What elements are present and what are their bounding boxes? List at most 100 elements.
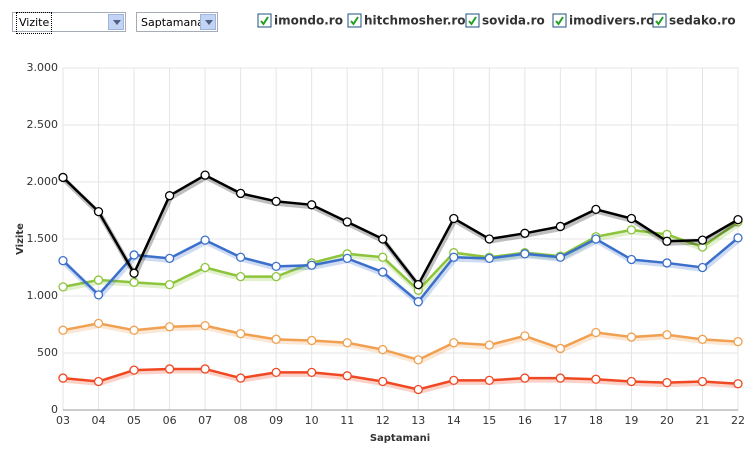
marker [58,256,68,266]
marker [626,213,637,224]
x-tick-label: 17 [553,414,567,427]
marker [58,373,68,383]
marker [733,214,743,225]
marker [697,242,708,252]
marker [520,248,530,258]
marker [555,252,566,262]
marker [449,213,459,224]
marker [413,297,423,307]
legend-label: sedako.ro [669,14,736,28]
marker [378,267,388,277]
legend-item[interactable]: sedako.ro [652,13,736,28]
y-tick-label: 1.500 [27,232,59,245]
legend-checkbox [347,13,362,28]
line-shadow [63,322,740,365]
marker [484,253,494,264]
marker [484,252,494,262]
marker [93,275,104,285]
marker [164,322,175,332]
marker [449,252,459,262]
marker [342,249,352,259]
line [62,173,739,287]
marker [520,228,530,238]
marker [93,206,104,217]
marker [271,196,281,207]
line-shadow [63,368,740,395]
marker [520,373,530,383]
marker [662,258,672,268]
x-tick-label: 16 [518,414,532,427]
marker [591,234,601,244]
marker [555,343,566,354]
plot-area [62,67,739,411]
dropdown[interactable]: Vizite [12,12,126,34]
dropdown[interactable]: Saptamana [136,12,218,32]
legend-check [350,16,359,26]
marker [129,325,139,335]
y-tick-label: 2.000 [27,175,59,188]
legend-item[interactable]: imondo.ro [257,13,343,28]
legend-label: hitchmosher.ro [364,14,466,28]
marker [235,328,246,339]
y-tick-label: 2.500 [27,118,59,131]
line-shadow [62,174,741,292]
marker [307,200,317,210]
line [62,236,739,304]
legend-item[interactable]: imodivers.ro [552,13,654,28]
line [62,322,739,362]
marker [93,318,104,329]
marker [129,277,139,287]
dropdown-arrow[interactable] [200,14,216,30]
marker [200,364,210,374]
dropdown-value: Saptamana [141,16,204,29]
marker [626,254,637,265]
marker [591,232,601,242]
marker [93,376,104,387]
marker [129,268,139,278]
marker [200,320,210,331]
marker [449,375,459,386]
x-tick-label: 09 [269,414,283,427]
marker [733,336,743,347]
x-tick-label: 07 [198,414,212,427]
marker [484,340,494,350]
marker [733,379,743,389]
marker [378,252,388,262]
marker [555,373,566,383]
x-tick-label: 13 [411,414,425,427]
legend-item[interactable]: hitchmosher.ro [347,13,466,28]
legend-check [260,16,269,26]
line-shadow [62,237,741,308]
line-shadow [63,221,741,296]
marker [626,376,637,387]
marker [342,338,352,348]
marker [591,327,601,338]
marker [591,204,601,215]
legend-checkbox [552,13,567,28]
marker [413,355,423,365]
dropdown-arrow[interactable] [108,14,124,30]
x-tick-label: 20 [660,414,674,427]
x-tick-label: 05 [127,414,141,427]
x-tick-label: 22 [731,414,744,427]
x-tick-label: 06 [163,414,177,427]
marker [342,217,352,227]
marker [164,191,175,201]
legend-label: imondo.ro [274,14,343,28]
marker [662,229,672,240]
marker [342,371,352,381]
marker [307,258,317,268]
marker [129,250,139,260]
line [62,220,739,293]
marker [307,335,317,346]
marker [591,374,601,384]
marker [413,384,423,395]
marker [697,334,708,344]
marker [413,285,423,295]
marker [697,262,708,273]
marker [271,334,281,344]
legend-item[interactable]: sovida.ro [465,13,545,28]
marker [520,331,530,341]
marker [235,252,246,262]
marker [93,290,104,300]
